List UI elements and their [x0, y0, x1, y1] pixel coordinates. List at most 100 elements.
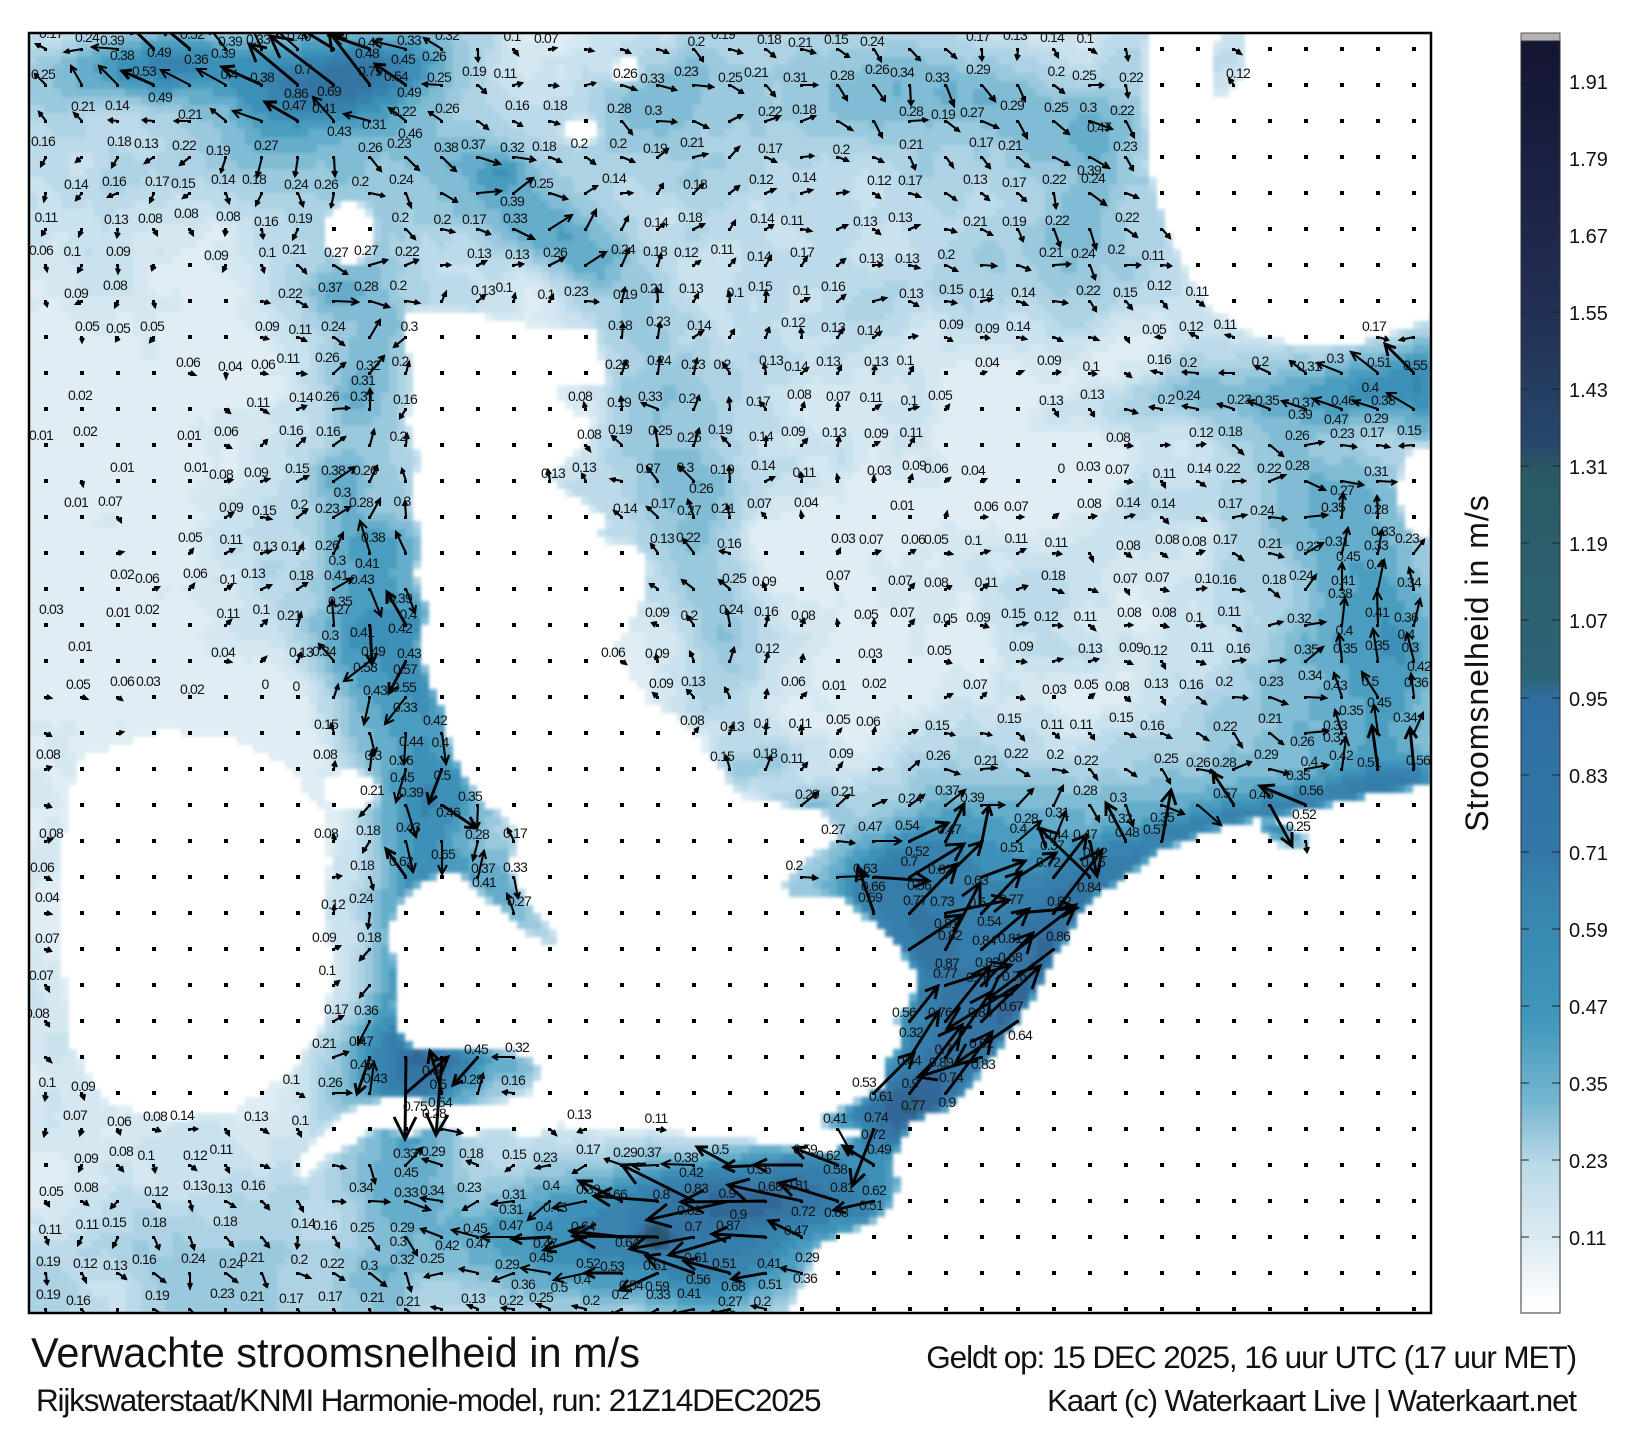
- svg-text:0.2: 0.2: [678, 390, 696, 406]
- svg-text:0.5: 0.5: [968, 894, 986, 910]
- svg-text:0.17: 0.17: [651, 495, 676, 511]
- svg-text:0.26: 0.26: [1290, 733, 1315, 749]
- svg-text:0.08: 0.08: [577, 426, 602, 442]
- svg-text:0.19: 0.19: [607, 394, 632, 410]
- svg-text:0.41: 0.41: [324, 567, 349, 583]
- svg-text:0.06: 0.06: [781, 673, 806, 689]
- svg-text:0.18: 0.18: [1041, 567, 1066, 583]
- svg-text:0.9: 0.9: [901, 1075, 919, 1091]
- svg-text:0.47: 0.47: [326, 25, 351, 41]
- svg-text:0.03: 0.03: [1076, 458, 1101, 474]
- svg-text:0.14: 0.14: [1116, 494, 1141, 510]
- svg-text:0.28: 0.28: [1212, 754, 1237, 770]
- svg-text:0.56: 0.56: [686, 1271, 711, 1287]
- svg-text:0.05: 0.05: [66, 676, 91, 692]
- svg-text:0.21: 0.21: [680, 134, 705, 150]
- svg-text:0.06: 0.06: [135, 570, 160, 586]
- svg-text:0.1: 0.1: [753, 715, 771, 731]
- svg-text:0.01: 0.01: [68, 638, 93, 654]
- svg-text:0.12: 0.12: [321, 896, 346, 912]
- svg-text:0.12: 0.12: [183, 1147, 208, 1163]
- svg-text:0.17: 0.17: [324, 1001, 349, 1017]
- svg-text:0.17: 0.17: [1218, 495, 1243, 511]
- svg-text:0.95: 0.95: [1569, 689, 1608, 711]
- svg-text:0.28: 0.28: [1014, 810, 1039, 826]
- svg-text:0.04: 0.04: [211, 644, 236, 660]
- svg-text:0.57: 0.57: [393, 661, 418, 677]
- svg-text:0.54: 0.54: [619, 1277, 644, 1293]
- svg-text:0.67: 0.67: [999, 998, 1024, 1014]
- svg-text:0.21: 0.21: [974, 752, 999, 768]
- svg-text:0.15: 0.15: [939, 281, 964, 297]
- svg-text:0.11: 0.11: [710, 241, 734, 257]
- svg-text:0.22: 0.22: [1257, 460, 1282, 476]
- svg-text:0.32: 0.32: [899, 1024, 924, 1040]
- svg-text:0.19: 0.19: [613, 286, 638, 302]
- svg-text:0.2: 0.2: [391, 209, 409, 225]
- svg-text:0.23: 0.23: [1113, 138, 1138, 154]
- svg-text:0.86: 0.86: [1046, 928, 1071, 944]
- svg-text:0.09: 0.09: [649, 675, 674, 691]
- svg-text:0.26: 0.26: [865, 61, 890, 77]
- svg-text:0.19: 0.19: [288, 210, 313, 226]
- svg-text:0.21: 0.21: [831, 783, 856, 799]
- svg-text:0.23: 0.23: [1330, 425, 1355, 441]
- svg-text:0.22: 0.22: [499, 1292, 524, 1308]
- svg-text:0.11: 0.11: [1569, 1228, 1606, 1250]
- svg-text:0.35: 0.35: [1150, 809, 1175, 825]
- svg-text:0.37: 0.37: [461, 136, 486, 152]
- svg-text:0.26: 0.26: [358, 139, 383, 155]
- svg-text:0.29: 0.29: [966, 61, 991, 77]
- svg-text:0.22: 0.22: [1119, 69, 1144, 85]
- svg-text:0.08: 0.08: [1155, 531, 1180, 547]
- svg-text:0.26: 0.26: [1285, 427, 1310, 443]
- svg-text:0.35: 0.35: [1339, 702, 1364, 718]
- svg-text:0.14: 0.14: [784, 358, 809, 374]
- svg-text:0.5: 0.5: [711, 1141, 729, 1157]
- svg-text:0.31: 0.31: [502, 1186, 527, 1202]
- svg-text:0.47: 0.47: [466, 1235, 491, 1251]
- svg-text:0.27: 0.27: [821, 821, 846, 837]
- svg-text:0.1: 0.1: [1076, 30, 1094, 46]
- svg-text:0.21: 0.21: [899, 136, 924, 152]
- svg-text:0.17: 0.17: [279, 1290, 304, 1306]
- svg-text:0.09: 0.09: [244, 464, 269, 480]
- svg-text:0.34: 0.34: [1298, 667, 1323, 683]
- svg-text:0.13: 0.13: [244, 1108, 269, 1124]
- svg-text:0.51: 0.51: [1367, 354, 1392, 370]
- svg-text:0.29: 0.29: [1364, 410, 1389, 426]
- svg-text:0.09: 0.09: [312, 929, 337, 945]
- svg-text:0.47: 0.47: [349, 1033, 374, 1049]
- svg-text:0.21: 0.21: [240, 1288, 265, 1304]
- svg-text:0.07: 0.07: [890, 604, 915, 620]
- svg-text:0.38: 0.38: [1371, 392, 1396, 408]
- svg-text:0.1: 0.1: [137, 1147, 155, 1163]
- svg-text:0.15: 0.15: [102, 1214, 127, 1230]
- svg-text:0.17: 0.17: [1002, 174, 1027, 190]
- svg-text:0.23: 0.23: [1395, 530, 1420, 546]
- svg-text:0.22: 0.22: [278, 285, 303, 301]
- svg-text:0.81: 0.81: [830, 1179, 855, 1195]
- svg-text:0.12: 0.12: [73, 1255, 98, 1271]
- svg-text:0.19: 0.19: [608, 421, 633, 437]
- svg-text:0.05: 0.05: [924, 531, 949, 547]
- svg-text:0.33: 0.33: [1364, 537, 1389, 553]
- svg-text:0.28: 0.28: [830, 67, 855, 83]
- svg-text:0.09: 0.09: [829, 745, 854, 761]
- svg-text:0.08: 0.08: [74, 1179, 99, 1195]
- svg-text:0.22: 0.22: [320, 1255, 345, 1271]
- svg-text:0.36: 0.36: [389, 752, 414, 768]
- svg-text:0.18: 0.18: [356, 822, 381, 838]
- svg-text:Stroomsnelheid in m/s: Stroomsnelheid in m/s: [1459, 494, 1495, 832]
- svg-text:0.11: 0.11: [780, 212, 804, 228]
- svg-text:0.09: 0.09: [864, 425, 889, 441]
- svg-text:0.24: 0.24: [898, 790, 923, 806]
- svg-text:0.21: 0.21: [1258, 710, 1283, 726]
- svg-text:0.76: 0.76: [1081, 854, 1106, 870]
- svg-text:0.26: 0.26: [314, 176, 339, 192]
- svg-text:0.08: 0.08: [103, 277, 128, 293]
- svg-text:0.46: 0.46: [436, 804, 461, 820]
- svg-text:0.15: 0.15: [997, 710, 1022, 726]
- svg-text:0.23: 0.23: [1569, 1151, 1608, 1173]
- svg-text:0.14: 0.14: [289, 389, 314, 405]
